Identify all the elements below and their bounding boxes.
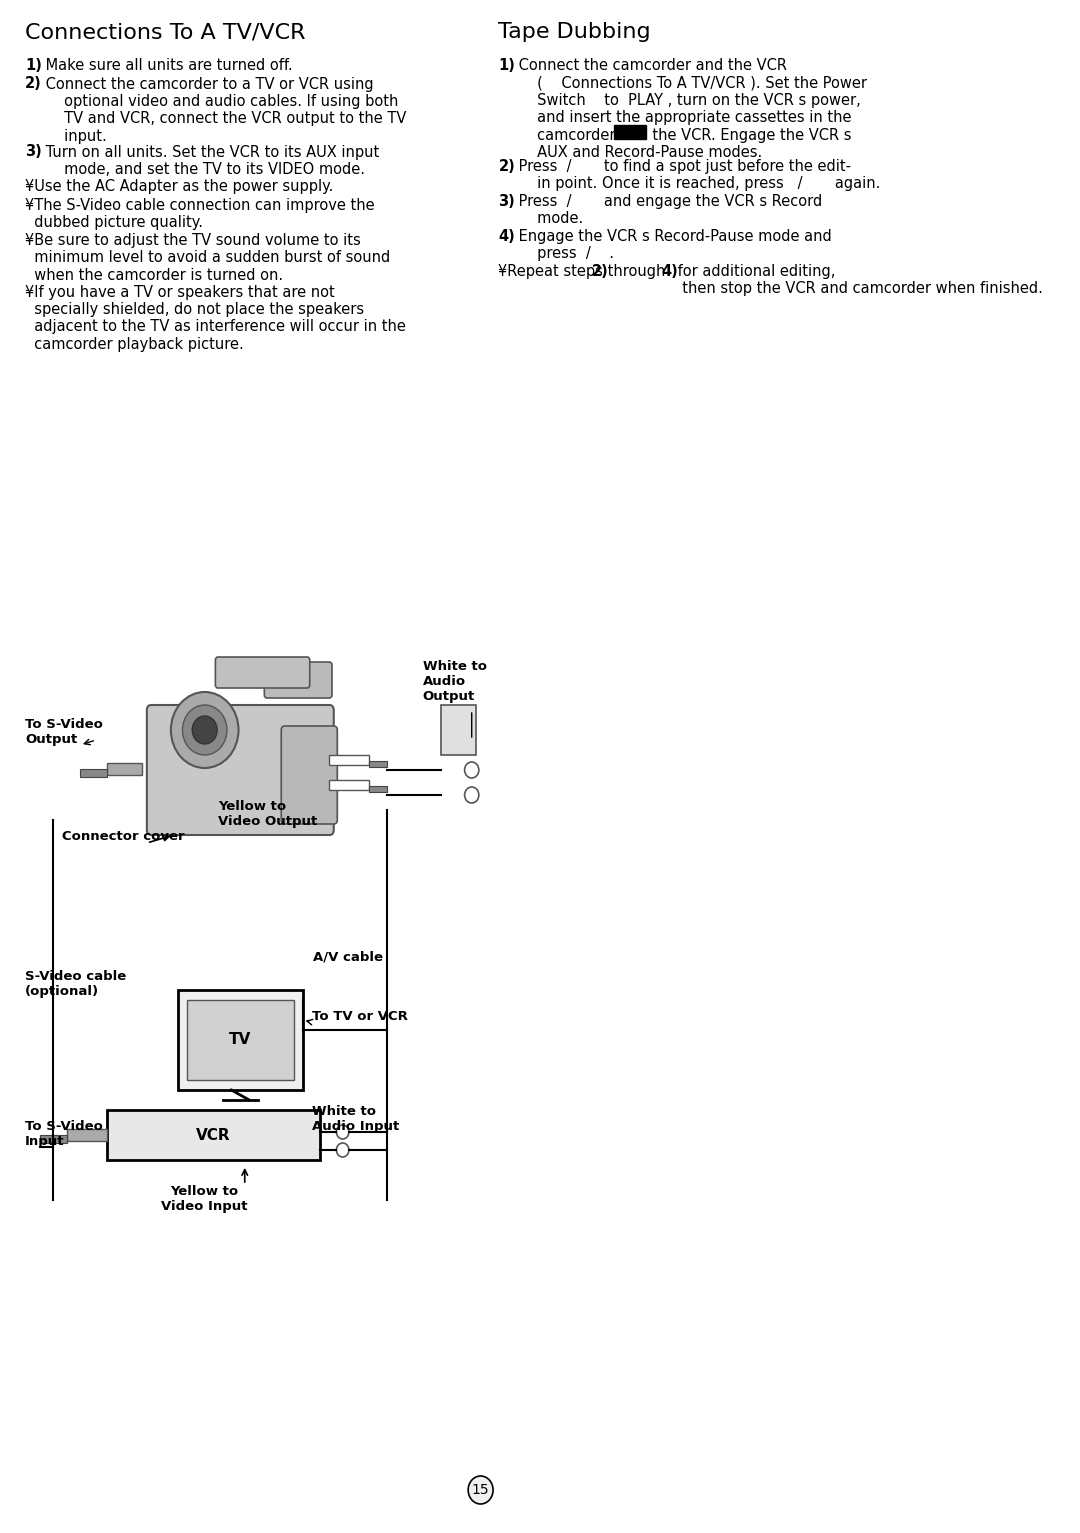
Text: To S-Video
Input: To S-Video Input [25, 1121, 103, 1148]
Text: ¥Be sure to adjust the TV sound volume to its
  minimum level to avoid a sudden : ¥Be sure to adjust the TV sound volume t… [25, 233, 390, 282]
Bar [369, 786, 387, 793]
Text: ¥The S-Video cable connection can improve the
  dubbed picture quality.: ¥The S-Video cable connection can improv… [25, 198, 375, 230]
Text: Tape Dubbing: Tape Dubbing [498, 21, 651, 41]
FancyBboxPatch shape [147, 705, 334, 835]
Text: ¥If you have a TV or speakers that are not
  specially shielded, do not place th: ¥If you have a TV or speakers that are n… [25, 285, 406, 351]
Bar [369, 760, 387, 766]
Text: White to
Audio
Output: White to Audio Output [422, 661, 487, 704]
Text: Press  /       to find a spot just before the edit-
     in point. Once it is re: Press / to find a spot just before the e… [514, 159, 881, 192]
Bar [615, 126, 646, 140]
Text: 2): 2) [498, 159, 515, 175]
Text: Make sure all units are turned off.: Make sure all units are turned off. [41, 58, 293, 74]
Text: 4): 4) [661, 264, 678, 279]
Bar [178, 990, 302, 1090]
Text: To TV or VCR: To TV or VCR [311, 1010, 407, 1023]
Text: 1): 1) [25, 58, 42, 74]
Bar [441, 705, 476, 754]
Text: PLAY: PLAY [616, 127, 645, 136]
Text: 2): 2) [25, 77, 42, 92]
Circle shape [183, 705, 227, 754]
FancyBboxPatch shape [281, 727, 337, 825]
Text: Connect the camcorder to a TV or VCR using
     optional video and audio cables.: Connect the camcorder to a TV or VCR usi… [41, 77, 406, 144]
FancyBboxPatch shape [265, 662, 332, 698]
Text: TV: TV [229, 1033, 252, 1047]
Text: 3): 3) [25, 144, 42, 159]
Text: Connections To A TV/VCR: Connections To A TV/VCR [25, 21, 306, 41]
Text: Engage the VCR s Record-Pause mode and
     press  /    .: Engage the VCR s Record-Pause mode and p… [514, 228, 833, 262]
Text: Yellow to
Video Input: Yellow to Video Input [161, 1185, 248, 1213]
Text: S-Video cable
(optional): S-Video cable (optional) [25, 970, 126, 998]
Text: 2): 2) [592, 264, 609, 279]
Text: Press  /       and engage the VCR s Record
     mode.: Press / and engage the VCR s Record mode… [514, 195, 823, 227]
Bar [40, 1134, 67, 1144]
Text: ¥Use the AC Adapter as the power supply.: ¥Use the AC Adapter as the power supply. [25, 179, 334, 195]
Circle shape [171, 691, 239, 768]
Circle shape [337, 1144, 349, 1157]
Text: 3): 3) [498, 195, 515, 208]
Text: White to
Audio Input: White to Audio Input [311, 1105, 399, 1133]
Text: To S-Video
Output: To S-Video Output [25, 717, 103, 747]
Circle shape [337, 1125, 349, 1139]
FancyBboxPatch shape [215, 658, 310, 688]
Text: Connector cover: Connector cover [63, 829, 185, 843]
Circle shape [464, 762, 478, 779]
Text: 4): 4) [498, 228, 515, 244]
Bar [329, 780, 369, 789]
Bar [187, 1000, 294, 1081]
Text: 15: 15 [472, 1482, 489, 1498]
Text: Turn on all units. Set the VCR to its AUX input
     mode, and set the TV to its: Turn on all units. Set the VCR to its AU… [41, 144, 379, 176]
Bar [80, 770, 107, 777]
Bar [329, 754, 369, 765]
Bar [67, 1128, 107, 1141]
Text: VCR: VCR [197, 1127, 231, 1142]
Circle shape [468, 1476, 494, 1504]
Text: A/V cable: A/V cable [313, 950, 382, 963]
Bar [107, 1110, 321, 1160]
Text: 1): 1) [498, 58, 515, 74]
Circle shape [192, 716, 217, 744]
Circle shape [464, 786, 478, 803]
Text: for additional editing,
  then stop the VCR and camcorder when finished.: for additional editing, then stop the VC… [673, 264, 1042, 296]
Text: through: through [604, 264, 671, 279]
Text: Yellow to
Video Output: Yellow to Video Output [218, 800, 318, 828]
Bar [107, 763, 143, 776]
Text: Connect the camcorder and the VCR
     (    Connections To A TV/VCR ). Set the P: Connect the camcorder and the VCR ( Conn… [514, 58, 867, 159]
Text: ¥Repeat steps: ¥Repeat steps [498, 264, 608, 279]
